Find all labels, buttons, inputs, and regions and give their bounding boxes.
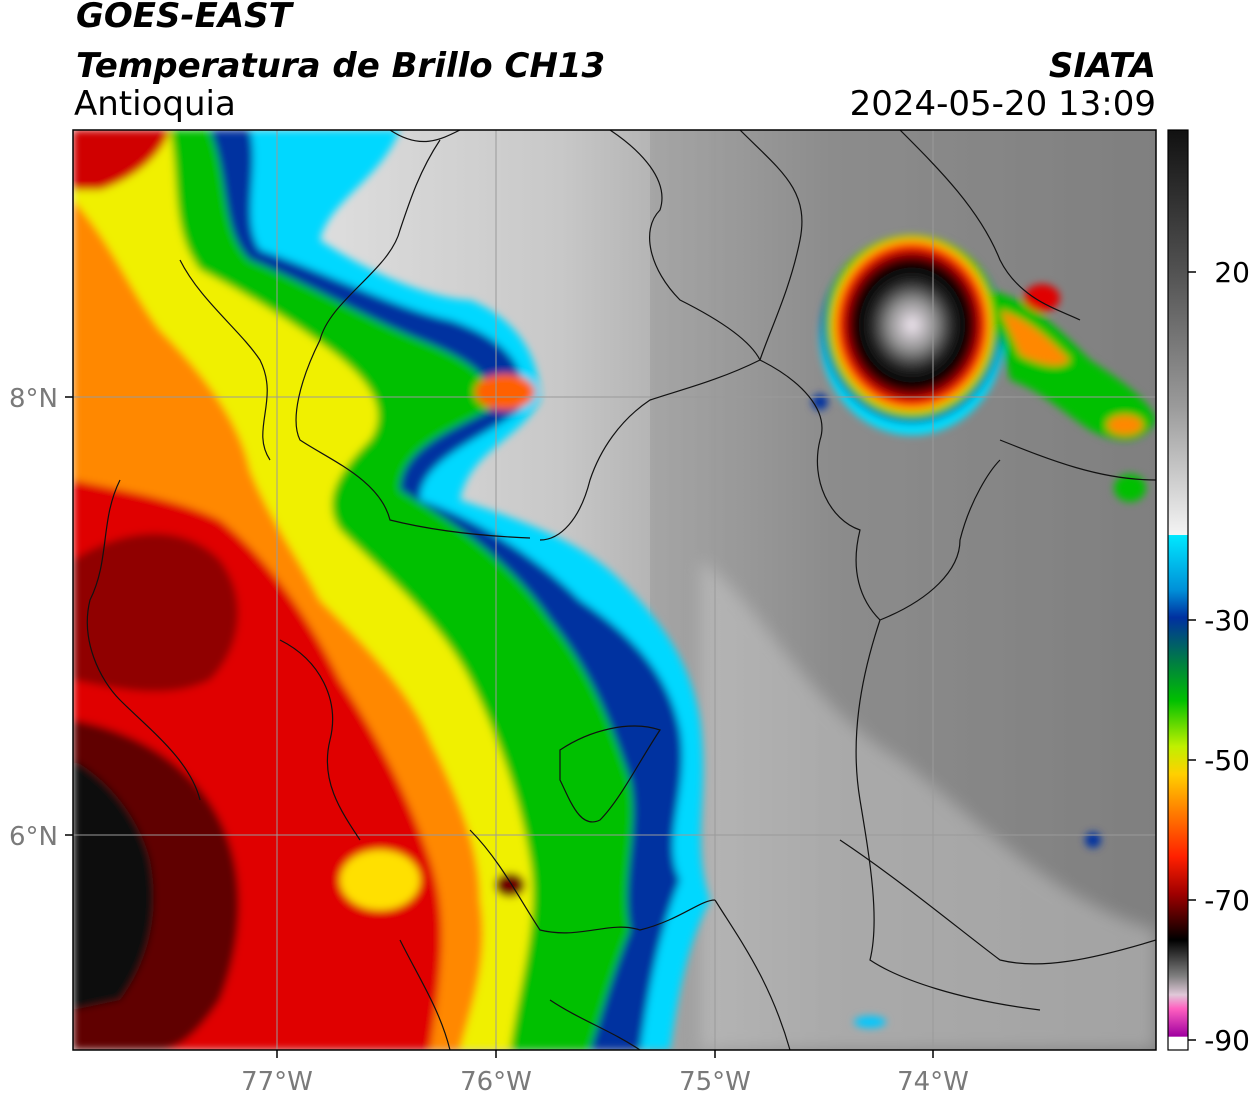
satellite-imagery (73, 130, 1156, 1050)
boundaries (86, 130, 1156, 1050)
colorbar-tick-label: -90 (1204, 1024, 1250, 1057)
colorbar-tick-label: -50 (1204, 744, 1250, 777)
colorbar-ticks (1188, 271, 1196, 1041)
colorbar-tick-label: -70 (1204, 884, 1250, 917)
timestamp-label: 2024-05-20 13:09 (849, 84, 1156, 124)
title-product: Temperatura de Brillo CH13 (76, 46, 606, 86)
region-label: Antioquia (74, 84, 236, 124)
axis-ticks (65, 396, 934, 1058)
graticule (73, 130, 1156, 1050)
lon-tick-label: 77°W (241, 1067, 313, 1097)
lon-tick-label: 75°W (679, 1067, 751, 1097)
colorbar-scale (1167, 129, 1189, 1051)
lon-tick-label: 76°W (460, 1067, 532, 1097)
title-satellite: GOES-EAST (76, 0, 292, 36)
organization-label: SIATA (1048, 46, 1156, 86)
colorbar-tick-label: 20 (1214, 256, 1250, 289)
lat-tick-label: 6°N (9, 822, 58, 852)
colorbar-tick-label: -30 (1204, 604, 1250, 637)
map-frame (72, 129, 1157, 1051)
lat-tick-label: 8°N (9, 384, 58, 414)
lon-tick-label: 74°W (897, 1067, 969, 1097)
